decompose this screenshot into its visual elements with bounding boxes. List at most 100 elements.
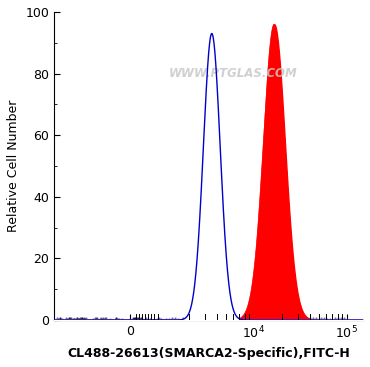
Point (81, 316, 87, 322)
Point (208, 317, 214, 323)
Point (100, 315, 106, 321)
Point (60, 316, 65, 322)
Point (279, 315, 285, 321)
Point (335, 315, 341, 321)
Point (67, 315, 73, 321)
Point (74, 315, 80, 321)
Point (65, 315, 71, 321)
Point (148, 317, 154, 323)
Point (130, 317, 136, 323)
Point (78, 315, 84, 321)
Point (54, 315, 60, 321)
Point (206, 316, 212, 322)
Point (245, 317, 251, 323)
Point (58, 317, 64, 323)
Point (82, 316, 88, 322)
Point (299, 315, 305, 321)
Point (70, 316, 76, 322)
Point (154, 316, 159, 322)
Point (83, 315, 89, 321)
Point (265, 316, 271, 322)
Point (119, 316, 125, 321)
Point (276, 316, 282, 322)
Point (100, 316, 105, 322)
Point (140, 317, 146, 323)
Point (327, 316, 333, 321)
Point (133, 317, 139, 323)
Point (105, 317, 111, 323)
Point (338, 316, 344, 321)
Point (77, 316, 83, 321)
Point (144, 317, 150, 323)
Point (321, 315, 327, 321)
Point (203, 316, 209, 322)
Point (57, 316, 63, 322)
Point (273, 316, 279, 322)
Point (130, 317, 136, 323)
Point (98, 315, 104, 321)
Point (71, 316, 77, 322)
Point (200, 317, 206, 323)
Point (74, 317, 80, 323)
Point (107, 316, 113, 322)
Point (189, 315, 195, 321)
Point (248, 316, 254, 322)
Point (222, 316, 228, 322)
Point (113, 315, 119, 321)
Point (132, 315, 138, 321)
Point (316, 317, 322, 323)
Point (285, 316, 290, 321)
Point (161, 317, 167, 323)
Point (307, 316, 313, 321)
Point (282, 316, 287, 322)
Point (344, 317, 350, 323)
Point (302, 316, 307, 321)
Point (152, 317, 158, 323)
Point (74, 316, 80, 322)
Point (57, 315, 63, 321)
Point (57, 315, 63, 321)
Point (96, 317, 102, 323)
Point (142, 316, 148, 322)
Point (90, 316, 96, 321)
Point (259, 315, 265, 321)
Point (268, 316, 273, 322)
Point (177, 317, 183, 323)
Point (68, 315, 74, 321)
Point (166, 316, 172, 321)
Point (135, 315, 141, 321)
Point (217, 316, 223, 321)
Point (150, 317, 156, 323)
Point (330, 317, 336, 323)
Point (318, 315, 324, 321)
Point (113, 316, 119, 322)
Point (76, 316, 82, 322)
Point (293, 317, 299, 323)
Point (76, 317, 82, 323)
Point (55, 316, 61, 322)
Point (131, 315, 137, 321)
Text: WWW.PTGLAS.COM: WWW.PTGLAS.COM (169, 67, 298, 80)
Point (186, 316, 192, 322)
Point (131, 317, 137, 323)
Point (134, 315, 140, 321)
Point (147, 316, 153, 322)
Point (194, 316, 200, 321)
Point (262, 317, 268, 323)
Point (256, 315, 262, 321)
Point (132, 315, 138, 320)
Point (231, 316, 237, 322)
Point (103, 315, 109, 321)
Point (63, 317, 69, 323)
Point (214, 317, 220, 323)
Point (64, 316, 70, 322)
Point (310, 315, 316, 321)
Point (304, 316, 310, 322)
Point (211, 315, 217, 321)
Point (138, 316, 144, 321)
Point (79, 315, 85, 321)
Point (138, 315, 144, 321)
Point (137, 317, 143, 323)
Point (71, 316, 77, 322)
Point (85, 317, 91, 323)
